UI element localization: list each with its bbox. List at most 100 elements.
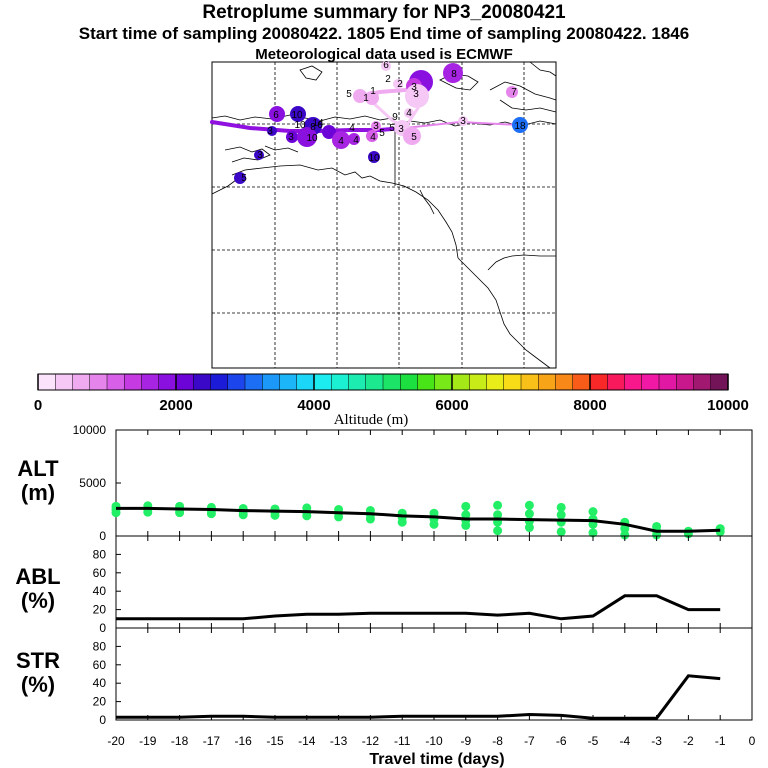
x-tick-label: -14	[298, 734, 316, 748]
colorbar-cell	[607, 373, 626, 391]
colorbar-tick-label: 8000	[573, 397, 606, 414]
x-tick-label: -18	[171, 734, 189, 748]
x-tick-label: -1	[715, 734, 726, 748]
colorbar-cell	[589, 373, 608, 391]
plume-label: 10	[306, 133, 318, 144]
abl-y-axis: 80 60 40 20 0	[93, 536, 753, 635]
x-tick-label: 0	[749, 734, 756, 748]
x-tick-label: -2	[683, 734, 694, 748]
plume-marker	[368, 151, 380, 163]
plume-label: 2	[385, 74, 391, 85]
alt-panel: ALT (m) 10000 5000 0	[17, 423, 753, 543]
plume-label: 1	[363, 93, 369, 104]
plume-label: 8	[451, 69, 457, 80]
str-line	[116, 674, 721, 720]
plume-label: 6	[317, 120, 323, 131]
alt-y-axis: 10000 5000 0	[73, 423, 753, 543]
plume-label: 4	[353, 135, 359, 146]
plume-label: 4	[338, 136, 344, 147]
str-plot-frame	[115, 627, 753, 721]
colorbar-cell	[486, 373, 505, 391]
x-tick-label: -19	[139, 734, 157, 748]
plume-marker	[405, 84, 429, 108]
x-tick-label: -11	[394, 734, 411, 748]
plume-label: 18	[514, 121, 526, 132]
plume-label: 5	[241, 173, 247, 184]
alt-panel-label: ALT	[17, 456, 59, 481]
x-tick-label: -17	[203, 734, 221, 748]
plume-marker	[371, 121, 381, 131]
colorbar-cells	[37, 373, 729, 391]
plume-label: 3	[257, 150, 263, 161]
colorbar-cell	[434, 373, 453, 391]
plume-marker	[393, 79, 403, 89]
plume-label: 10	[291, 110, 303, 121]
colorbar-cell	[313, 373, 332, 391]
y-tick-label: 0	[99, 713, 106, 727]
x-tick-label: -12	[362, 734, 380, 748]
y-tick-label: 40	[93, 584, 107, 598]
alt-point	[493, 510, 503, 520]
y-tick-label: 80	[93, 639, 107, 653]
alt-point	[620, 524, 630, 534]
colorbar-cell	[641, 373, 660, 391]
colorbar-cell	[331, 373, 350, 391]
plume-marker	[286, 131, 298, 143]
sampling-times: Start time of sampling 20080422. 1805 En…	[78, 24, 690, 43]
colorbar-ticks: 0 2000 4000 6000 8000 10000	[34, 374, 749, 414]
colorbar-label: Altitude (m)	[334, 412, 409, 428]
x-tick-label: -4	[619, 734, 630, 748]
plume-marker	[381, 61, 391, 71]
plume-label: 3	[460, 116, 466, 127]
str-panel-label: STR	[16, 648, 60, 673]
colorbar-cell	[158, 373, 177, 391]
x-tick-label: -8	[492, 734, 503, 748]
plume-label: 3	[398, 124, 404, 135]
str-panel: STR (%) 80 60 40 20 0	[16, 627, 753, 727]
alt-point	[493, 526, 503, 536]
alt-point	[620, 530, 630, 540]
abl-panel: ABL (%) 80 60 40 20 0	[15, 535, 753, 635]
plume-label: 4	[349, 123, 355, 134]
colorbar-cell	[503, 373, 522, 391]
plume-label: 10	[294, 120, 306, 131]
plume-marker	[353, 89, 367, 103]
colorbar-cell	[658, 373, 677, 391]
alt-point	[493, 500, 503, 510]
abl-panel-label: ABL	[15, 564, 60, 589]
alt-point	[556, 527, 566, 537]
plume-label: 1	[370, 86, 376, 97]
y-tick-label: 20	[93, 695, 107, 709]
colorbar-cell	[124, 373, 143, 391]
plume-marker	[234, 172, 246, 184]
colorbar-cell	[676, 373, 695, 391]
plume-label: 6	[273, 110, 279, 121]
plume-marker	[348, 133, 360, 145]
colorbar-tick-label: 6000	[435, 397, 468, 414]
plume-label: 7	[511, 87, 517, 98]
colorbar-cell	[451, 373, 470, 391]
colorbar-cell	[400, 373, 419, 391]
colorbar-cell	[210, 373, 229, 391]
y-tick-label: 0	[99, 621, 106, 635]
x-tick-label: -13	[330, 734, 348, 748]
plume-label: 4	[406, 108, 412, 119]
str-panel-unit: (%)	[21, 672, 55, 697]
colorbar-cell	[693, 373, 712, 391]
plume-label: 2	[397, 79, 403, 90]
colorbar-tick-label: 2000	[159, 397, 192, 414]
plume-marker	[297, 127, 317, 147]
colorbar-cell	[624, 373, 643, 391]
plume-markers	[234, 61, 528, 184]
plume-label: 5	[379, 128, 385, 139]
plume-marker	[443, 63, 463, 83]
plume-label: 5	[411, 132, 417, 143]
colorbar-cell	[382, 373, 401, 391]
y-tick-label: 0	[99, 529, 106, 543]
alt-point	[556, 510, 566, 520]
plume-label: 8	[310, 122, 316, 133]
y-tick-label: 60	[93, 566, 107, 580]
plume-label: 10	[368, 153, 380, 164]
